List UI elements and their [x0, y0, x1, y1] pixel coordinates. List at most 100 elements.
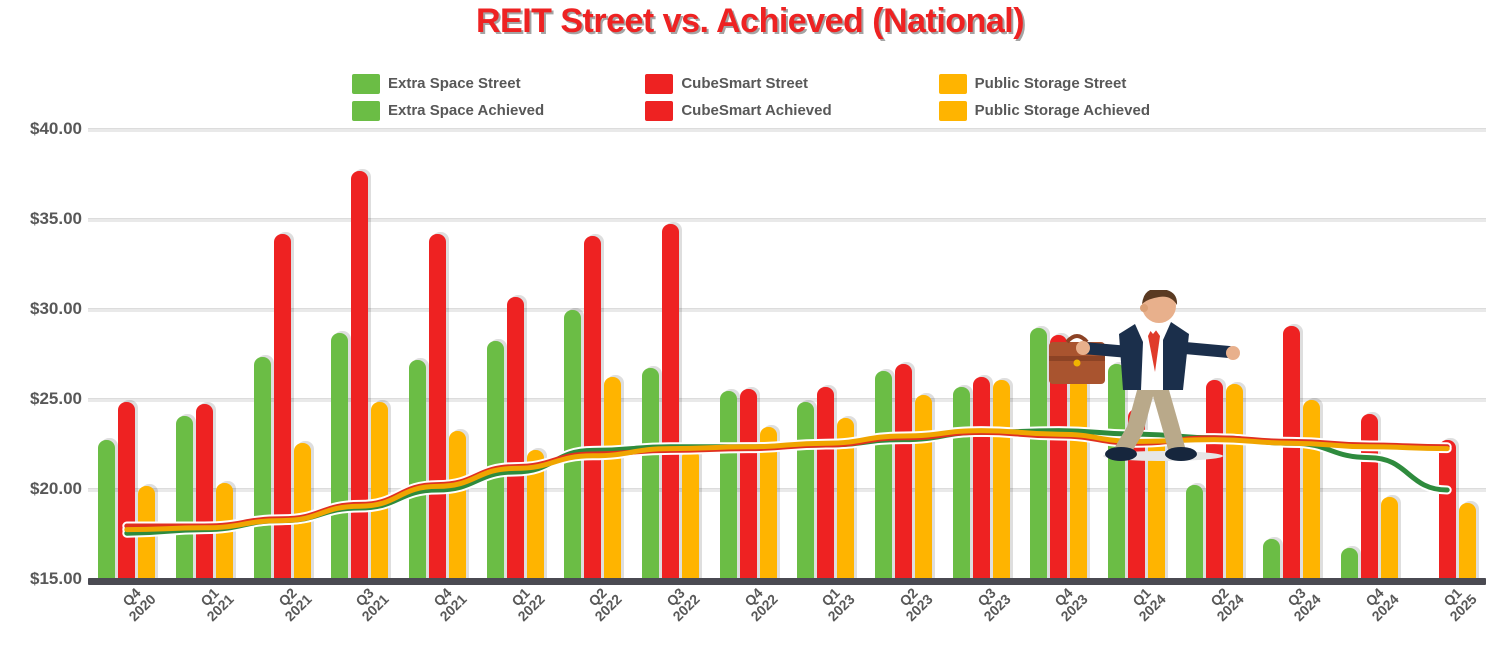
bar[interactable] — [972, 376, 990, 580]
x-axis-tick-label: Q2 2024 — [1206, 584, 1247, 625]
x-axis-tick-label: Q1 2022 — [507, 584, 548, 625]
legend-item[interactable]: Public Storage Achieved — [938, 97, 1232, 124]
x-axis-tick-label: Q2 2022 — [585, 584, 626, 625]
legend-item[interactable]: Public Storage Street — [938, 70, 1232, 97]
gridline — [88, 308, 1486, 312]
bar[interactable] — [175, 416, 193, 580]
gridline — [88, 398, 1486, 402]
x-axis-tick-label: Q4 2020 — [119, 584, 160, 625]
bar[interactable] — [253, 356, 271, 580]
bar[interactable] — [486, 340, 504, 580]
bar[interactable] — [408, 360, 426, 580]
bar[interactable] — [661, 223, 679, 580]
bar[interactable] — [759, 427, 777, 580]
x-axis-tick: Q3 2022 — [633, 584, 709, 625]
bar[interactable] — [719, 391, 737, 580]
x-axis-tick: Q3 2023 — [943, 584, 1019, 625]
bar[interactable] — [1185, 484, 1203, 580]
bar[interactable] — [138, 486, 156, 580]
x-axis-tick: Q1 2023 — [788, 584, 864, 625]
bar[interactable] — [837, 418, 855, 580]
x-axis-tick: Q3 2024 — [1254, 584, 1330, 625]
legend-item[interactable]: Extra Space Street — [352, 70, 645, 97]
legend-item[interactable]: CubeSmart Achieved — [645, 97, 938, 124]
legend-swatch-red — [645, 73, 674, 94]
gridline — [88, 128, 1486, 132]
bar[interactable] — [351, 171, 369, 580]
plot-area: $40.00$35.00$30.00$25.00$20.00$15.00 Ext… — [30, 119, 1486, 588]
bar-group — [399, 130, 477, 580]
y-axis-tick-label: $20.00 — [30, 479, 82, 498]
legend-item-label: Public Storage Street — [974, 75, 1127, 92]
bar[interactable] — [1303, 400, 1321, 580]
bar[interactable] — [874, 371, 892, 580]
page-title: REIT Street vs. Achieved (National) — [475, 2, 1025, 40]
bar-group — [88, 130, 166, 580]
legend-item-label: CubeSmart Achieved — [681, 102, 832, 119]
x-axis-tick: Q1 2021 — [167, 584, 243, 625]
bar[interactable] — [681, 448, 699, 580]
bar[interactable] — [371, 401, 389, 580]
axis-baseline — [88, 578, 1486, 585]
bar[interactable] — [739, 389, 757, 580]
x-axis-tick-label: Q1 2025 — [1439, 584, 1480, 625]
bar-group — [476, 130, 554, 580]
gridline — [88, 218, 1486, 222]
bar[interactable] — [1380, 497, 1398, 580]
x-axis-tick-label: Q4 2023 — [1051, 584, 1092, 625]
x-axis-tick-label: Q4 2024 — [1362, 584, 1402, 625]
legend-swatch-yellow — [938, 100, 967, 121]
bar[interactable] — [584, 236, 602, 580]
bar[interactable] — [118, 401, 136, 580]
bar[interactable] — [1438, 439, 1456, 580]
x-axis-tick: Q2 2021 — [244, 584, 320, 625]
bar[interactable] — [817, 387, 835, 580]
x-axis-tick: Q4 2024 — [1332, 584, 1408, 625]
x-axis-tick-label: Q3 2023 — [973, 584, 1014, 625]
bar[interactable] — [641, 367, 659, 580]
bar[interactable] — [215, 482, 233, 580]
x-axis-tick: Q3 2021 — [322, 584, 398, 625]
bar[interactable] — [564, 310, 582, 580]
bar[interactable] — [1283, 326, 1301, 580]
bar-group — [321, 130, 399, 580]
bar[interactable] — [428, 234, 446, 580]
bar-group — [1253, 130, 1331, 580]
x-axis-tick-label: Q4 2022 — [740, 584, 781, 625]
bar[interactable] — [1263, 538, 1281, 580]
x-axis-tick: Q4 2020 — [89, 584, 165, 625]
legend-item-label: Extra Space Achieved — [388, 102, 545, 119]
bar[interactable] — [1458, 502, 1476, 580]
bar[interactable] — [992, 380, 1010, 580]
bar[interactable] — [894, 364, 912, 580]
bar[interactable] — [1360, 414, 1378, 580]
bar-group — [709, 130, 787, 580]
x-axis-tick-label: Q4 2021 — [430, 584, 470, 625]
bar[interactable] — [98, 439, 116, 580]
legend-item[interactable]: CubeSmart Street — [645, 70, 938, 97]
bar[interactable] — [797, 401, 815, 580]
legend-item[interactable]: Extra Space Achieved — [352, 97, 645, 124]
bar-group — [787, 130, 865, 580]
bar[interactable] — [526, 450, 544, 580]
x-axis-tick: Q4 2021 — [400, 584, 476, 625]
bar[interactable] — [604, 376, 622, 580]
legend-swatch-red — [645, 100, 674, 121]
bar[interactable] — [448, 430, 466, 580]
x-axis-tick-label: Q1 2023 — [818, 584, 859, 625]
legend-swatch-green — [352, 73, 380, 94]
y-axis-tick-label: $15.00 — [30, 569, 82, 588]
bar[interactable] — [506, 297, 524, 580]
bar[interactable] — [1340, 547, 1358, 580]
bar[interactable] — [952, 387, 970, 580]
bar[interactable] — [293, 443, 311, 580]
bar[interactable] — [273, 234, 291, 580]
x-axis-tick-label: Q2 2023 — [896, 584, 936, 625]
bar[interactable] — [331, 333, 349, 580]
x-axis-tick-label: Q3 2024 — [1284, 584, 1325, 625]
legend-item-label: CubeSmart Street — [681, 75, 809, 92]
bar[interactable] — [195, 403, 213, 580]
x-axis-tick: Q2 2022 — [555, 584, 631, 625]
bar[interactable] — [914, 394, 932, 580]
